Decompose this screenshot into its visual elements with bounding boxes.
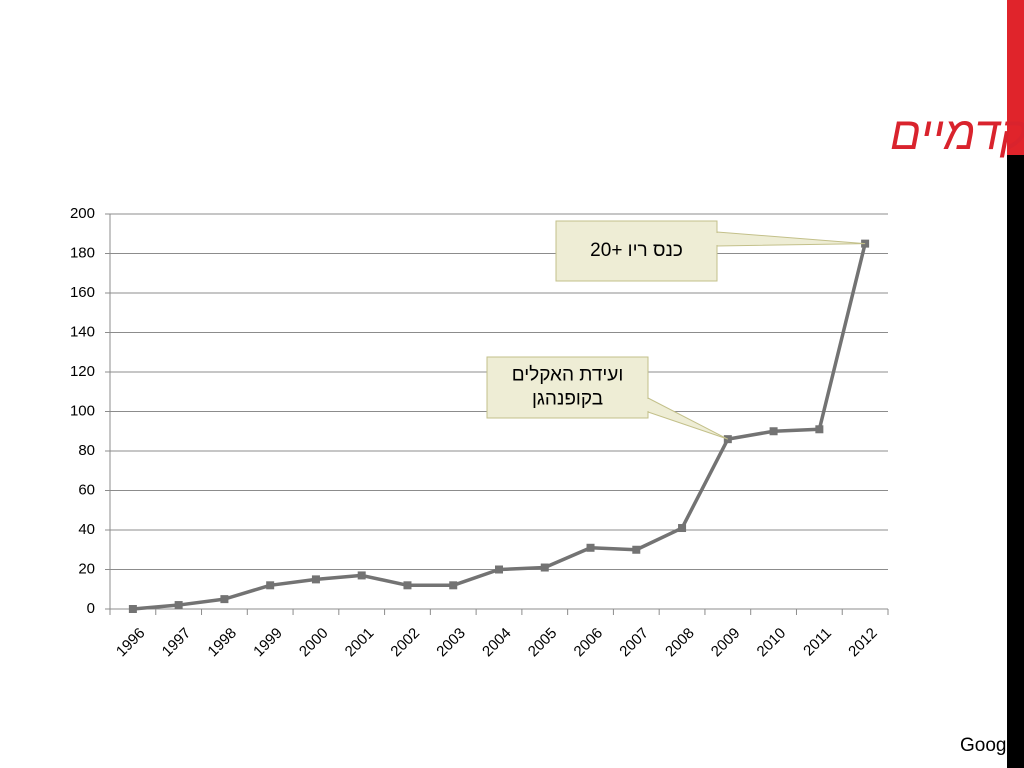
x-tick-label: 2003	[433, 625, 469, 661]
data-point	[632, 545, 641, 554]
data-point	[220, 595, 229, 604]
data-point	[769, 427, 778, 436]
x-tick-label: 2008	[662, 625, 698, 661]
data-point	[815, 425, 824, 434]
y-tick-label: 40	[78, 521, 95, 538]
annotation-text: ועידת האקלים	[512, 365, 624, 386]
annotation-text: בקופנהגן	[532, 389, 603, 410]
x-tick-label: 2002	[387, 625, 423, 661]
x-tick-label: 2006	[571, 625, 607, 661]
y-tick-label: 160	[70, 284, 95, 301]
x-tick-label: 1997	[159, 625, 195, 661]
chart-title: מעבר צודק – מאמרים אקדמיים	[890, 107, 1024, 159]
side-bar-black	[1007, 155, 1024, 768]
x-tick-label: 2004	[479, 625, 515, 661]
x-tick-label: 2005	[525, 625, 561, 661]
x-tick-label: 1996	[113, 625, 149, 661]
y-tick-label: 180	[70, 244, 95, 261]
y-tick-label: 100	[70, 402, 95, 419]
callout-box	[486, 356, 649, 419]
data-point	[540, 563, 549, 572]
y-tick-label: 120	[70, 363, 95, 380]
annotation-text: כנס ריו +20	[590, 240, 683, 261]
data-point	[495, 565, 503, 574]
data-point	[678, 524, 687, 533]
y-tick-label: 20	[78, 560, 95, 577]
callout-pointer	[647, 397, 729, 440]
y-tick-label: 80	[78, 442, 95, 459]
data-point	[311, 575, 320, 584]
callout-pointer	[716, 231, 866, 247]
x-tick-label: 2000	[296, 625, 332, 661]
callout-box	[555, 220, 718, 282]
x-tick-label: 2010	[754, 625, 790, 661]
data-point	[357, 571, 366, 580]
y-tick-label: 140	[70, 323, 95, 340]
x-tick-label: 2001	[342, 625, 378, 661]
y-tick-label: 200	[70, 205, 95, 222]
data-point	[449, 581, 458, 590]
x-tick-label: 1998	[204, 625, 240, 661]
x-tick-label: 2009	[708, 625, 744, 661]
data-point	[128, 605, 137, 613]
source-note: מקור: חיפוש המונח climate, “just transit…	[960, 735, 1024, 756]
x-tick-label: 1999	[250, 625, 286, 661]
data-point	[266, 581, 275, 590]
side-bar-red	[1007, 0, 1024, 155]
x-tick-label: 2007	[616, 625, 652, 661]
data-line	[132, 243, 867, 611]
y-tick-label: 60	[78, 481, 95, 498]
y-tick-label: 0	[87, 600, 95, 617]
data-point	[586, 543, 595, 552]
data-point	[403, 581, 412, 590]
x-tick-label: 2011	[800, 625, 835, 660]
x-tick-label: 2012	[845, 625, 881, 661]
data-point	[174, 601, 183, 610]
